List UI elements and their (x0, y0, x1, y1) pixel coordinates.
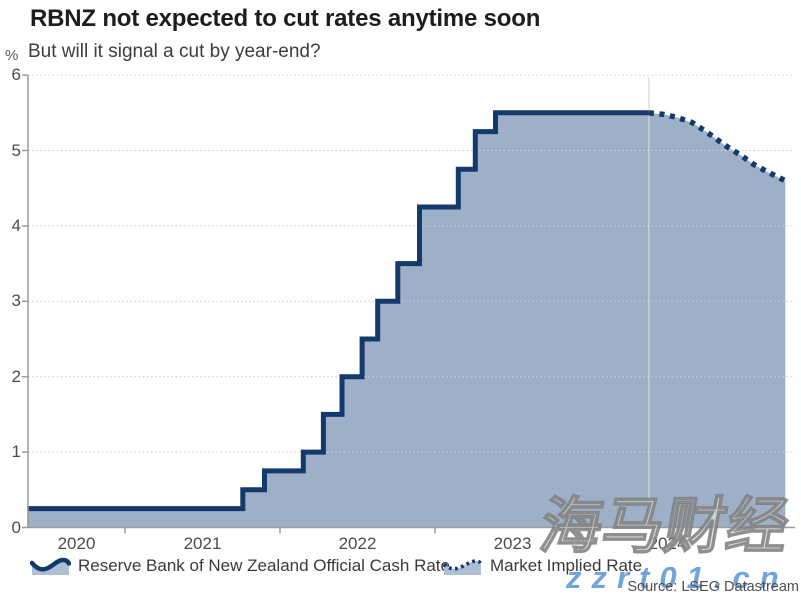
legend-item-official-cash-rate: Reserve Bank of New Zealand Official Cas… (30, 553, 450, 579)
source-credit: Source: LSEG Datastream (627, 579, 799, 595)
y-tick-label: 5 (11, 140, 21, 160)
gridlines (28, 74, 795, 453)
x-tick-label: 2021 (183, 534, 222, 553)
area-fill (27, 112, 786, 528)
legend-label: Reserve Bank of New Zealand Official Cas… (78, 556, 450, 575)
y-axis-unit-label: % (5, 47, 19, 64)
page-title: RBNZ not expected to cut rates anytime s… (30, 5, 541, 32)
dotted-line-area-icon (442, 559, 483, 575)
legend-label: Market Implied Rate (490, 556, 643, 575)
y-tick-label: 3 (11, 291, 21, 311)
x-tick-label: 2023 (493, 534, 532, 553)
official-cash-rate-line (27, 110, 649, 512)
y-tick-label: 0 (11, 517, 21, 537)
y-tick-label: 2 (11, 366, 21, 386)
x-tick-label: 2020 (57, 534, 96, 553)
y-tick-label: 4 (11, 215, 21, 235)
y-ticks (22, 74, 28, 529)
page-subtitle: But will it signal a cut by year-end? (28, 41, 321, 62)
y-tick-label: 1 (11, 442, 21, 462)
x-tick-label: 2022 (338, 534, 377, 553)
solid-line-area-icon (30, 557, 71, 575)
legend-item-market-implied-rate: Market Implied Rate (442, 553, 642, 579)
x-ticks (124, 527, 746, 534)
y-tick-label: 6 (11, 65, 21, 85)
x-tick-label: 2024 (648, 534, 687, 553)
market-implied-line (648, 110, 787, 184)
